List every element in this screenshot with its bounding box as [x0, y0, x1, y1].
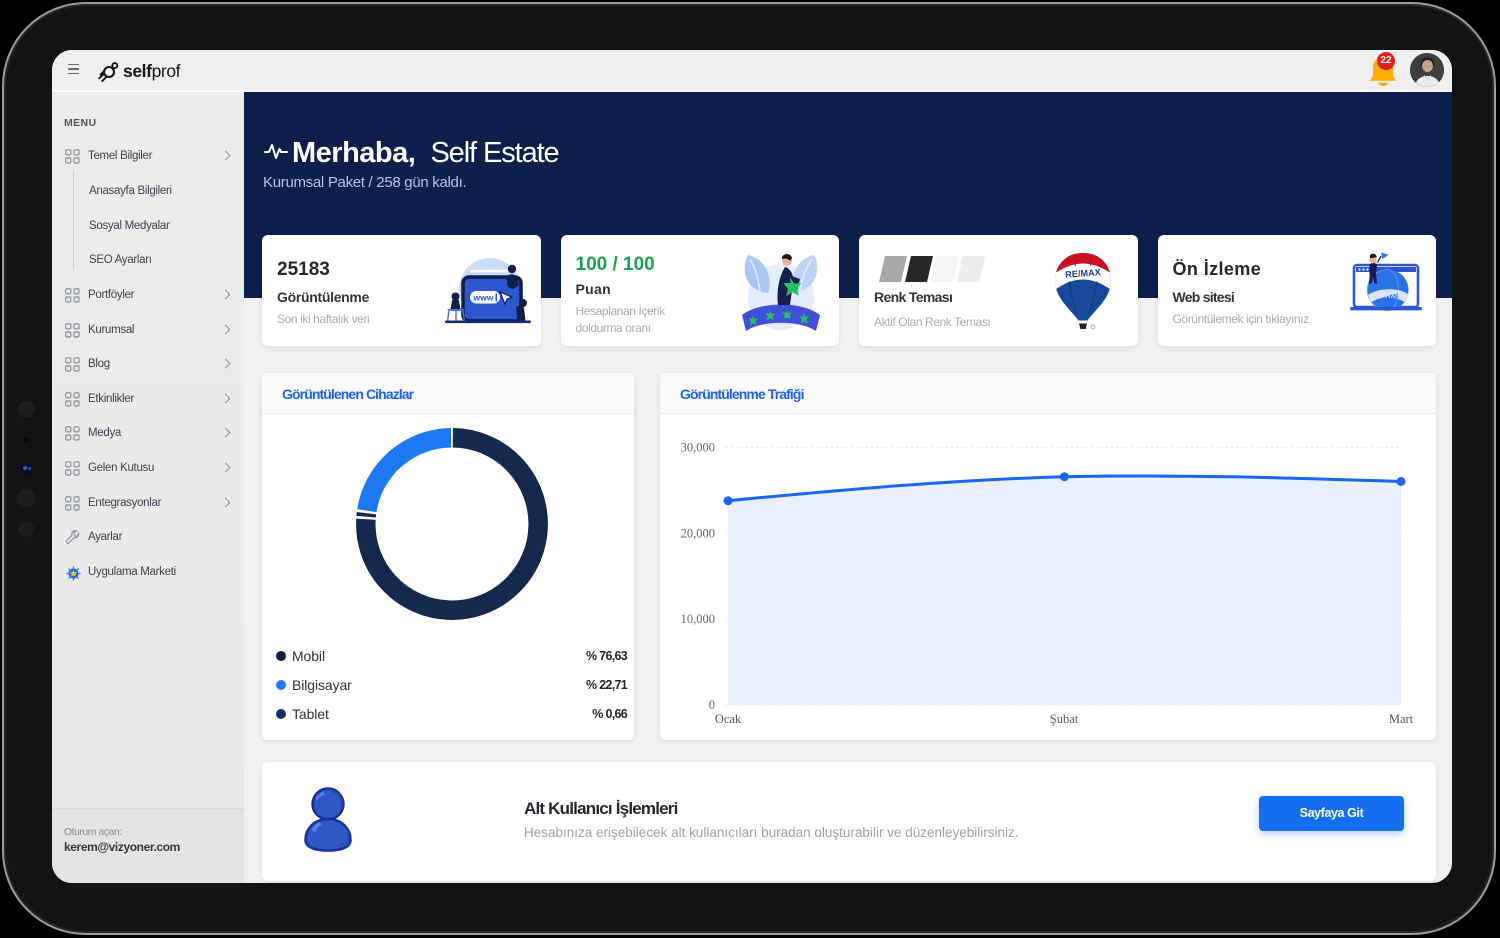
svg-text:Şubat: Şubat	[1050, 712, 1079, 726]
svg-text:10,000: 10,000	[681, 612, 715, 626]
svg-text:RE/MAX: RE/MAX	[1064, 267, 1101, 280]
svg-text:0: 0	[709, 698, 715, 712]
svg-text:www: www	[472, 293, 493, 303]
svg-text:Ocak: Ocak	[715, 712, 742, 726]
svg-text:30,000: 30,000	[681, 440, 715, 454]
svg-text:20,000: 20,000	[681, 526, 715, 540]
svg-text:Mart: Mart	[1389, 712, 1414, 726]
